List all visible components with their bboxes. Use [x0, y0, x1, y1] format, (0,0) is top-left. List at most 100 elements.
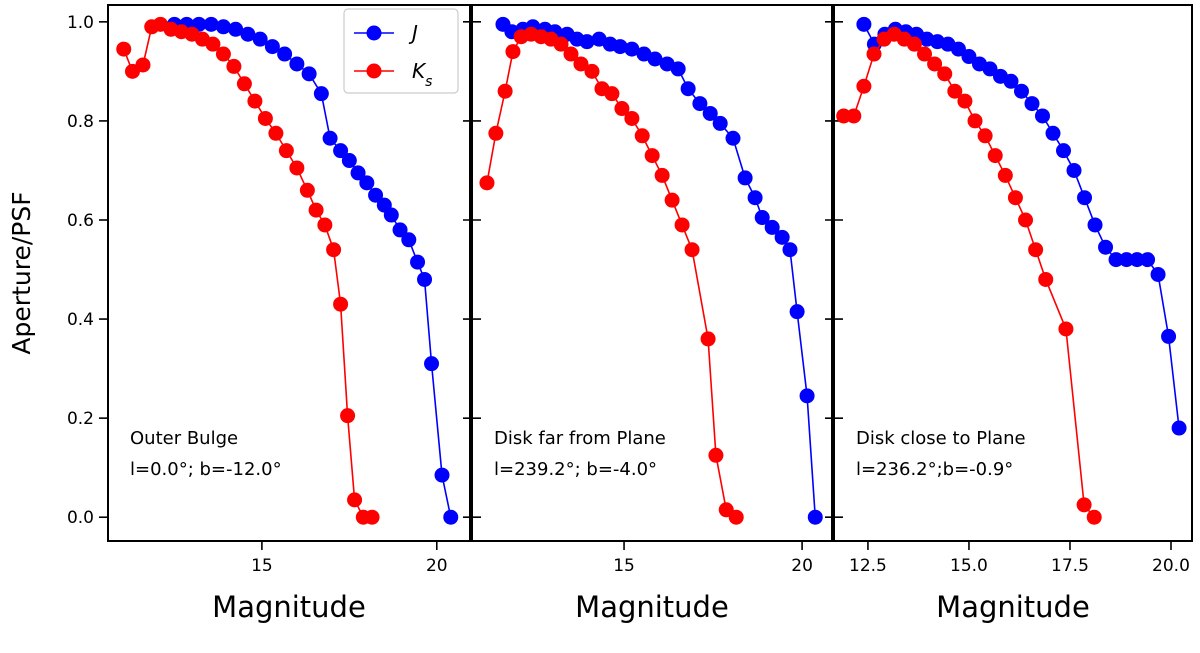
marker	[644, 148, 660, 164]
marker	[774, 229, 790, 245]
legend-box	[343, 8, 459, 94]
y-tick-label: 0.8	[67, 112, 94, 132]
marker	[392, 222, 408, 238]
marker	[856, 78, 872, 94]
marker	[927, 56, 943, 72]
x-axis-label: Magnitude	[575, 590, 729, 624]
marker	[634, 128, 650, 144]
marker	[664, 192, 680, 208]
marker	[277, 46, 293, 62]
marker	[906, 36, 922, 52]
marker	[604, 86, 620, 102]
marker	[764, 219, 780, 235]
x-axis-label: Magnitude	[212, 590, 366, 624]
marker	[584, 63, 600, 79]
x-tick-label: 15.0	[950, 556, 988, 576]
marker	[708, 447, 724, 463]
legend-label: J	[408, 21, 418, 45]
x-axis-label: Magnitude	[936, 590, 1090, 624]
marker	[950, 41, 966, 57]
marker	[434, 467, 450, 483]
marker	[937, 66, 953, 82]
marker	[997, 167, 1013, 183]
marker	[579, 34, 595, 50]
marker	[326, 242, 342, 258]
marker	[684, 242, 700, 258]
marker	[612, 39, 628, 55]
marker	[226, 58, 242, 74]
marker	[289, 56, 305, 72]
marker	[410, 254, 426, 270]
marker	[135, 57, 151, 73]
marker	[488, 125, 504, 141]
y-tick-label: 0.2	[67, 409, 94, 429]
marker	[1066, 162, 1082, 178]
plot-frame	[107, 4, 471, 542]
marker	[737, 170, 753, 186]
x-tick-label: 15	[613, 556, 635, 576]
marker	[1150, 266, 1166, 282]
x-tick-label: 20.0	[1152, 556, 1190, 576]
marker	[347, 492, 363, 508]
x-tick-label: 12.5	[849, 556, 887, 576]
marker	[967, 113, 983, 129]
marker	[789, 304, 805, 320]
marker	[614, 101, 630, 117]
annotation: Disk far from Plane	[494, 428, 666, 449]
annotation: l=236.2°;b=-0.9°	[856, 459, 1013, 480]
marker	[807, 509, 823, 525]
marker	[1058, 321, 1074, 337]
marker	[563, 46, 579, 62]
marker	[1108, 252, 1124, 268]
marker	[313, 86, 329, 102]
marker	[240, 26, 256, 42]
marker	[1003, 73, 1019, 89]
marker	[680, 81, 696, 97]
marker	[957, 93, 973, 109]
marker	[674, 217, 690, 233]
marker	[747, 190, 763, 206]
marker	[700, 331, 716, 347]
x-tick-label: 15	[251, 556, 273, 576]
marker	[1056, 143, 1072, 159]
marker	[1087, 217, 1103, 233]
x-tick-label: 17.5	[1051, 556, 1089, 576]
marker	[647, 51, 663, 67]
y-tick-label: 1.0	[67, 13, 94, 33]
marker	[670, 61, 686, 77]
marker	[417, 271, 433, 287]
marker	[205, 36, 221, 52]
y-axis-label: Aperture/PSF	[7, 191, 36, 354]
marker	[917, 46, 933, 62]
marker	[333, 143, 349, 159]
marker	[299, 182, 315, 198]
x-tick-label: 20	[426, 556, 448, 576]
annotation: Outer Bulge	[130, 428, 238, 449]
marker	[624, 110, 640, 126]
marker	[1018, 212, 1034, 228]
marker	[308, 202, 324, 218]
panel: 12.5 15.0 17.5 20.0 Disk close to Plane l=236…	[825, 4, 1193, 624]
annotation: l=0.0°; b=-12.0°	[130, 459, 282, 480]
marker	[702, 105, 718, 121]
marker	[728, 509, 744, 525]
marker	[257, 110, 273, 126]
marker	[692, 96, 708, 112]
marker	[443, 509, 459, 525]
marker	[782, 242, 798, 258]
marker	[505, 44, 521, 60]
marker	[424, 356, 440, 372]
marker	[573, 56, 589, 72]
marker	[383, 207, 399, 223]
marker	[754, 210, 770, 226]
marker	[1098, 239, 1114, 255]
marker	[1024, 96, 1040, 112]
panel: 15 20 Disk far from Plane l=239.2°; b=-4.0°…	[463, 4, 833, 624]
marker	[333, 296, 349, 312]
marker	[368, 187, 384, 203]
marker	[322, 130, 338, 146]
marker	[1086, 509, 1102, 525]
marker	[856, 16, 872, 32]
legend-marker	[366, 25, 382, 41]
